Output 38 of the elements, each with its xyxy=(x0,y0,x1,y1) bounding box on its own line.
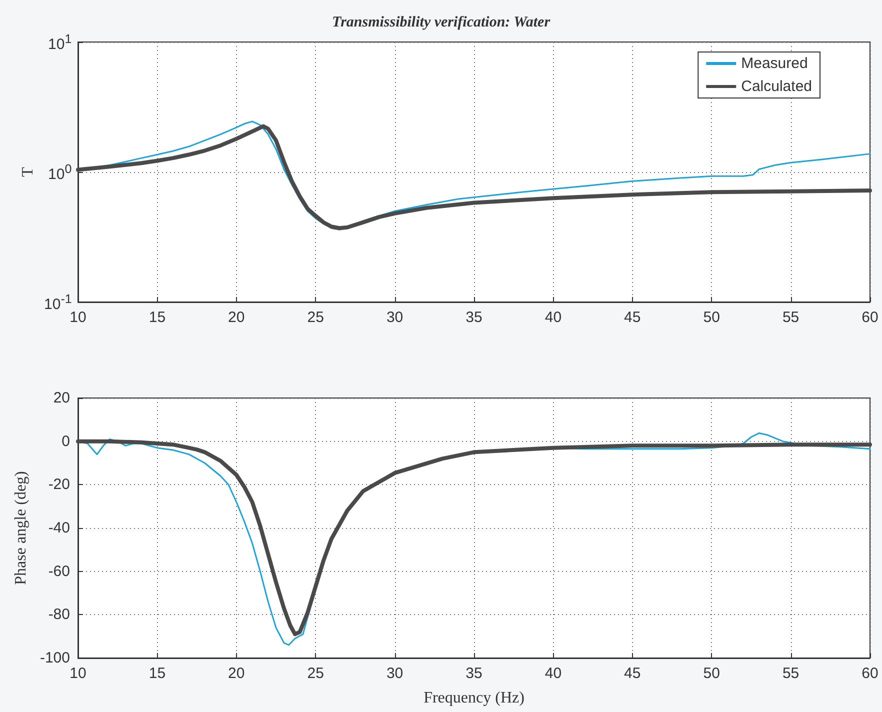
x-tick-label: 25 xyxy=(307,665,324,682)
x-tick-label: 45 xyxy=(624,665,641,682)
x-tick-label: 40 xyxy=(544,309,562,326)
y-tick-label: -20 xyxy=(48,476,70,494)
y-tick-label: 10$^{0}$ xyxy=(48,162,72,182)
x-tick-label: 55 xyxy=(782,309,800,326)
x-tick-label: 50 xyxy=(703,665,720,682)
x-tick-label: 35 xyxy=(466,665,482,682)
y-tick-label: -60 xyxy=(48,562,70,580)
x-tick-label: 20 xyxy=(228,665,245,682)
x-tick-label: 50 xyxy=(703,309,720,326)
x-tick-label: 15 xyxy=(148,665,166,682)
x-tick-label: 10 xyxy=(70,665,86,682)
x-tick-label: 15 xyxy=(148,309,166,326)
x-tick-label: 40 xyxy=(544,665,562,682)
y-tick-label: 10$^{-1}$ xyxy=(44,292,72,312)
x-tick-label: 25 xyxy=(307,309,324,326)
y-tick-label: 10$^{1}$ xyxy=(48,32,72,52)
chart-title: Transmissibility verification: Water xyxy=(332,14,550,30)
y-axis-title: Phase angle (deg) xyxy=(12,471,30,585)
x-tick-label: 60 xyxy=(862,665,878,682)
x-tick-label: 35 xyxy=(466,309,482,326)
x-tick-label: 10 xyxy=(70,309,86,326)
x-tick-label: 60 xyxy=(862,309,878,326)
x-axis-title: Frequency (Hz) xyxy=(424,690,524,706)
y-tick-label: -80 xyxy=(48,606,70,624)
x-tick-label: 20 xyxy=(228,309,245,326)
y-tick-label: 20 xyxy=(53,390,70,406)
y-tick-label: -40 xyxy=(48,520,70,536)
x-tick-label: 45 xyxy=(624,309,641,326)
x-tick-label: 55 xyxy=(782,665,800,682)
x-tick-label: 30 xyxy=(386,309,404,326)
x-tick-label: 30 xyxy=(386,665,404,682)
legend-label: Measured xyxy=(741,55,808,72)
y-tick-label: -100 xyxy=(40,650,70,666)
legend-label: Calculated xyxy=(741,78,812,95)
y-axis-title: T xyxy=(20,166,36,177)
y-tick-label: 0 xyxy=(62,432,70,450)
